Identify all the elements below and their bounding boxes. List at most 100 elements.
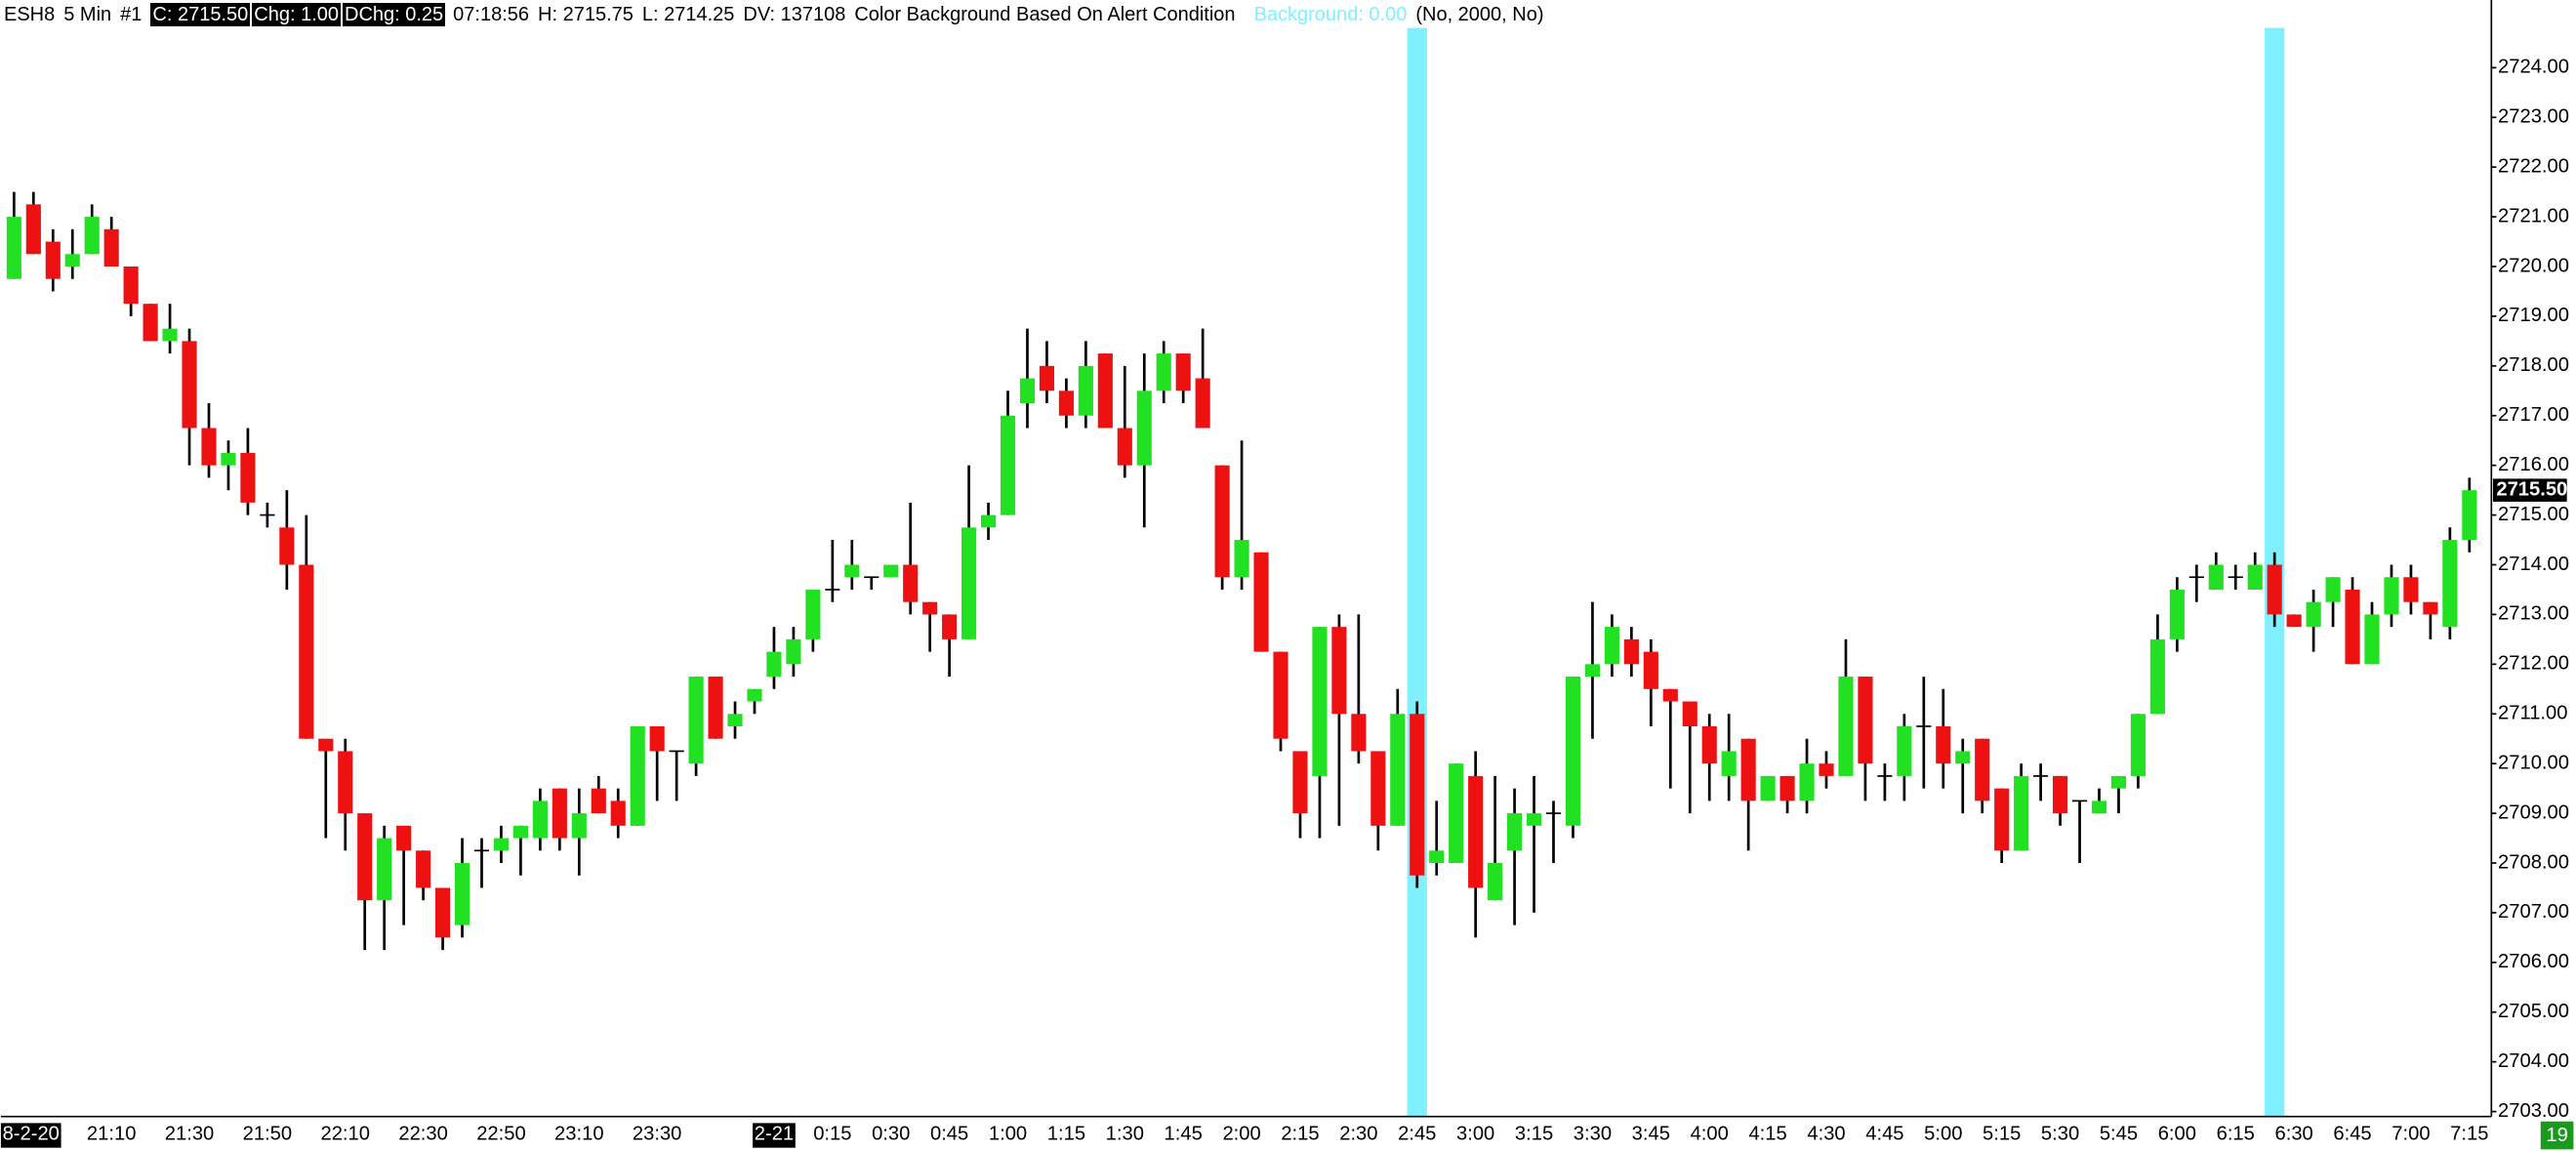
candle-body (1858, 677, 1873, 764)
candle-body (1507, 813, 1523, 851)
alert-background (238, 28, 258, 1117)
candle-body (1097, 353, 1113, 429)
candle-body (844, 564, 860, 578)
candle-body (396, 825, 412, 851)
candle-body (2208, 564, 2224, 590)
candle-body (727, 714, 743, 726)
candle-body (6, 217, 21, 279)
x-tick-label: 3:45 (1632, 1124, 1670, 1145)
candle-body (416, 850, 431, 888)
alert-background (62, 28, 82, 1117)
candle-body (64, 254, 80, 267)
y-tick-label: 2711.00 (2498, 703, 2567, 724)
candle-body (610, 801, 626, 826)
change-value: Chg: 1.00 (252, 3, 341, 26)
alert-background (686, 28, 706, 1117)
candle-body (2130, 714, 2146, 776)
x-tick-label: 1:45 (1165, 1124, 1203, 1145)
alert-background (1992, 28, 2012, 1117)
x-tick-label: 0:30 (872, 1124, 910, 1145)
candle-body (493, 838, 510, 851)
x-tick-label: 1:30 (1106, 1124, 1144, 1145)
y-tick-label: 2723.00 (2498, 106, 2569, 128)
alert-background (1621, 28, 1641, 1117)
y-tick-label: 2706.00 (2498, 951, 2569, 972)
candle-body (883, 564, 899, 578)
x-tick-label: 4:15 (1748, 1124, 1786, 1145)
candle-body (708, 677, 723, 739)
y-tick-label: 2719.00 (2498, 305, 2569, 326)
alert-background (1836, 28, 1856, 1117)
candle-body (922, 601, 938, 615)
candle-body (240, 452, 256, 503)
alert-background (745, 28, 764, 1117)
alert-background (2147, 28, 2167, 1117)
candle-body (221, 452, 236, 466)
candle-body (1331, 627, 1347, 715)
alert-background (1427, 28, 1447, 1117)
date-label-box (0, 1123, 61, 1148)
study-params: (No, 2000, No) (1415, 4, 1544, 25)
alert-background (1193, 28, 1212, 1117)
alert-background (452, 28, 471, 1117)
y-tick-label: 2712.00 (2498, 653, 2569, 675)
candle-body (84, 217, 100, 255)
x-tick-label: 21:50 (243, 1124, 292, 1145)
alert-background (1076, 28, 1095, 1117)
candle-body (1838, 677, 1854, 776)
alert-background (1017, 28, 1037, 1117)
alert-background (1095, 28, 1115, 1117)
alert-background (2089, 28, 2108, 1117)
alert-background (121, 28, 141, 1117)
alert-background (2031, 28, 2051, 1117)
study-value: Background: 0.00 (1253, 4, 1408, 25)
alert-background (1543, 28, 1563, 1117)
x-tick-label: 4:30 (1807, 1124, 1845, 1145)
candle-body (1195, 378, 1210, 429)
close-value: C: 2715.50 (150, 3, 251, 26)
x-tick-label: 21:10 (87, 1124, 136, 1145)
countdown-label: 19 (2546, 1125, 2567, 1146)
alert-background (784, 28, 803, 1117)
candle-body (377, 838, 392, 901)
alert-background (4, 28, 23, 1117)
candle-body (434, 887, 451, 938)
candle-body (1623, 638, 1639, 665)
alert-background (978, 28, 998, 1117)
alert-background (1641, 28, 1660, 1117)
alert-background (1134, 28, 1154, 1117)
alert-background (1953, 28, 1973, 1117)
alert-background (1738, 28, 1758, 1117)
candle-body (299, 564, 314, 739)
alert-background (998, 28, 1017, 1117)
x-tick-label: 0:45 (930, 1124, 968, 1145)
candle-body (123, 266, 139, 305)
y-tick-label: 2707.00 (2498, 901, 2569, 923)
candle-body (1175, 353, 1191, 391)
candle-body (1468, 775, 1484, 888)
candle-body (1897, 725, 1912, 776)
x-tick-label: 22:10 (321, 1124, 370, 1145)
candle-body (1214, 465, 1230, 578)
alert-background (2050, 28, 2069, 1117)
x-tick-label: 2:15 (1281, 1124, 1319, 1145)
candle-body (338, 751, 353, 814)
x-tick-label: 0:15 (813, 1124, 851, 1145)
candle-body (103, 228, 119, 267)
alert-background (1407, 27, 1427, 1117)
alert-background (1037, 28, 1056, 1117)
candle-body (512, 825, 528, 839)
alert-background (1973, 28, 1992, 1117)
alert-background (940, 28, 960, 1117)
alert-background (1758, 28, 1778, 1117)
alert-background (706, 28, 725, 1117)
candle-body (2325, 577, 2341, 602)
alert-background (1914, 28, 1934, 1117)
alert-background (1290, 28, 1310, 1117)
alert-background (375, 28, 394, 1117)
x-tick-label: 5:15 (1983, 1124, 2021, 1145)
x-tick-label: 3:30 (1574, 1124, 1612, 1145)
candle-body (942, 614, 958, 639)
x-tick-label: 7:15 (2450, 1124, 2488, 1145)
alert-background (2362, 28, 2382, 1117)
